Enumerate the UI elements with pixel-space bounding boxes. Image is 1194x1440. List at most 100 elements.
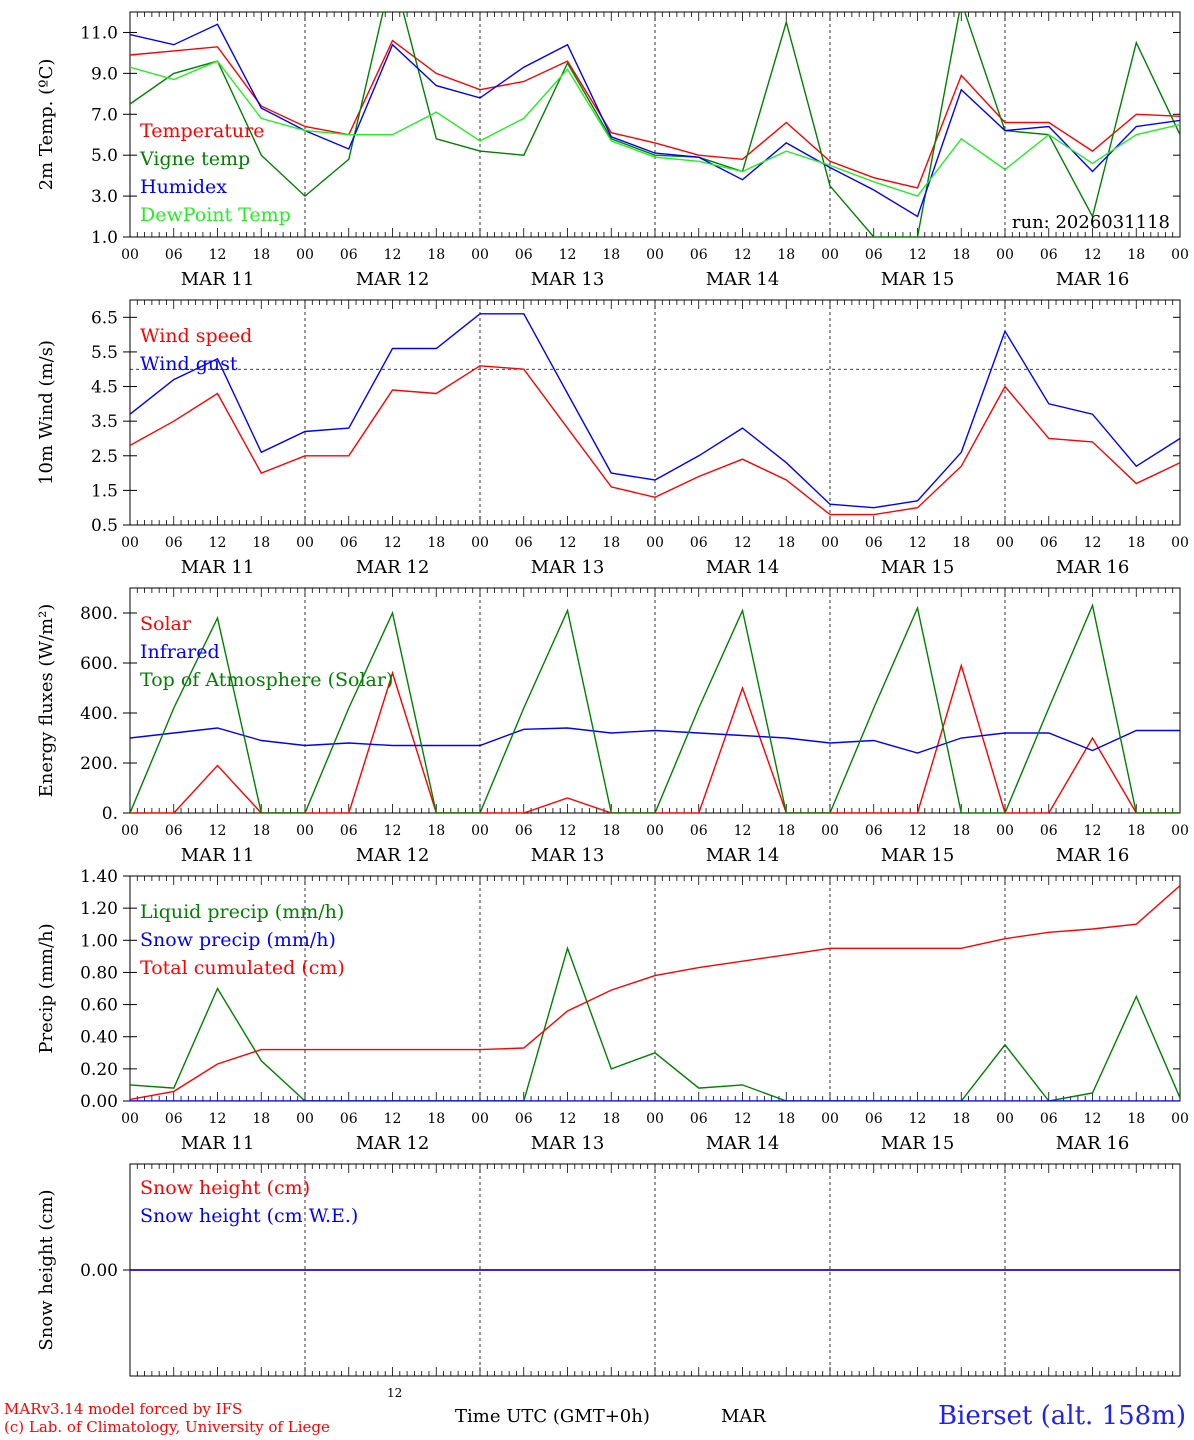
x-hour-label: 12: [734, 535, 752, 551]
x-day-label: MAR 16: [1056, 845, 1130, 866]
x-hour-label: 00: [121, 823, 139, 839]
x-hour-label: 00: [296, 1111, 314, 1127]
x-hour-label: 00: [121, 1111, 139, 1127]
x-hour-label: 18: [952, 535, 970, 551]
y-tick-label: 5.0: [91, 146, 118, 166]
legend-entry: Total cumulated (cm): [140, 957, 345, 979]
x-hour-label: 12: [559, 247, 577, 263]
x-day-label: MAR 11: [181, 557, 255, 578]
x-hour-label: 12: [909, 1111, 927, 1127]
energy-panel: 0. 200. 400. 600. 800. Energy fluxes (W/m²) So…: [36, 587, 1189, 866]
x-hour-label: 12: [909, 247, 927, 263]
x-hour-label: 06: [1040, 247, 1058, 263]
wind-panel: 0.5 1.5 2.5 3.5 4.5 5.5 6.5 10m Wind (m/s) Wind …: [36, 299, 1189, 578]
x-hour-label: 18: [1127, 823, 1145, 839]
y-tick-label: 400.: [80, 704, 118, 724]
x-hour-label: 00: [471, 1111, 489, 1127]
x-hour-label: 06: [340, 823, 358, 839]
x-hour-label: 12: [384, 535, 402, 551]
x-hour-label: 00: [821, 1111, 839, 1127]
x-hour-label: 18: [952, 823, 970, 839]
series-infrared: [130, 727, 1180, 754]
x-hour-label: 06: [340, 535, 358, 551]
legend-entry: Snow height (cm): [140, 1177, 310, 1199]
x-hour-label: 00: [646, 1111, 664, 1127]
y-tick-label: 11.0: [80, 23, 118, 43]
x-hour-label: 12: [1084, 823, 1102, 839]
x-hour-label: 12: [209, 535, 227, 551]
x-day-label: MAR 14: [706, 1133, 780, 1154]
x-hour-label: 00: [821, 535, 839, 551]
x-day-label: MAR 15: [881, 269, 955, 290]
x-day-label: MAR 16: [1056, 557, 1130, 578]
x-hour-label: 12: [384, 1111, 402, 1127]
y-tick-label: 9.0: [91, 64, 118, 84]
x-hour-label: 18: [602, 823, 620, 839]
y-tick-label: 0.60: [80, 996, 118, 1016]
x-hour-label: 18: [602, 535, 620, 551]
x-hour-label: 06: [865, 823, 883, 839]
y-tick-label: 1.20: [80, 899, 118, 919]
x-hour-label: 00: [471, 535, 489, 551]
x-hour-label: 12: [909, 535, 927, 551]
x-hour-label: 00: [471, 247, 489, 263]
y-tick-label: 0.20: [80, 1060, 118, 1080]
x-hour-label: 12: [734, 247, 752, 263]
x-hour-label: 18: [777, 823, 795, 839]
x-hour-label: 18: [602, 1111, 620, 1127]
x-day-label: MAR 12: [356, 557, 430, 578]
x-hour-label: 06: [165, 823, 183, 839]
x-hour-label: 18: [252, 247, 270, 263]
x-day-label: MAR 12: [356, 1133, 430, 1154]
x-day-label: MAR 11: [181, 269, 255, 290]
x-axis-title: Time UTC (GMT+0h): [455, 1406, 650, 1427]
x-hour-label: 06: [690, 247, 708, 263]
x-hour-label: 18: [952, 247, 970, 263]
y-axis-title: 2m Temp. (ºC): [36, 59, 57, 191]
x-day-label: MAR 11: [181, 845, 255, 866]
legend-entry: Wind speed: [140, 325, 252, 347]
legend-entry: Wind gust: [140, 353, 238, 375]
x-hour-label: 06: [515, 823, 533, 839]
model-credit: MARv3.14 model forced by IFS (c) Lab. of…: [4, 1400, 330, 1436]
x-hour-label: 12: [384, 247, 402, 263]
x-hour-label: 06: [165, 1111, 183, 1127]
legend-entry: Liquid precip (mm/h): [140, 901, 344, 923]
x-day-label: MAR 15: [881, 1133, 955, 1154]
series-temperature: [130, 39, 1180, 189]
x-hour-label: 18: [1127, 535, 1145, 551]
x-hour-label: 00: [996, 247, 1014, 263]
x-hour-label: 12: [1084, 1111, 1102, 1127]
x-day-label: MAR 13: [531, 269, 605, 290]
x-hour-label: 00: [1171, 535, 1189, 551]
y-tick-label: 1.00: [80, 931, 118, 951]
y-tick-label: 0.00: [80, 1261, 118, 1281]
x-hour-label: 00: [471, 823, 489, 839]
y-tick-label: 200.: [80, 754, 118, 774]
y-tick-label: 6.5: [91, 308, 118, 328]
x-hour-label: 00: [646, 247, 664, 263]
x-day-label: MAR 13: [531, 1133, 605, 1154]
x-hour-label: 12: [209, 823, 227, 839]
y-tick-label: 3.5: [91, 412, 118, 432]
series-wind-speed: [130, 365, 1180, 516]
x-hour-label: 00: [1171, 1111, 1189, 1127]
y-tick-label: 0.5: [91, 516, 118, 536]
x-day-label: MAR 12: [356, 845, 430, 866]
footer-hour-label: 12: [387, 1386, 403, 1400]
run-annotation: run: 2026031118: [1012, 212, 1170, 233]
x-hour-label: 06: [515, 1111, 533, 1127]
x-hour-label: 18: [252, 823, 270, 839]
y-tick-label: 0.: [102, 804, 118, 824]
y-tick-label: 1.0: [91, 228, 118, 248]
y-tick-label: 1.5: [91, 481, 118, 501]
x-axis-month: MAR: [721, 1406, 766, 1427]
legend-entry: Vigne temp: [139, 148, 250, 170]
x-hour-label: 06: [690, 535, 708, 551]
x-hour-label: 12: [909, 823, 927, 839]
x-hour-label: 00: [821, 823, 839, 839]
x-hour-label: 18: [427, 1111, 445, 1127]
x-hour-label: 00: [996, 535, 1014, 551]
x-hour-label: 00: [1171, 823, 1189, 839]
y-tick-label: 2.5: [91, 447, 118, 467]
